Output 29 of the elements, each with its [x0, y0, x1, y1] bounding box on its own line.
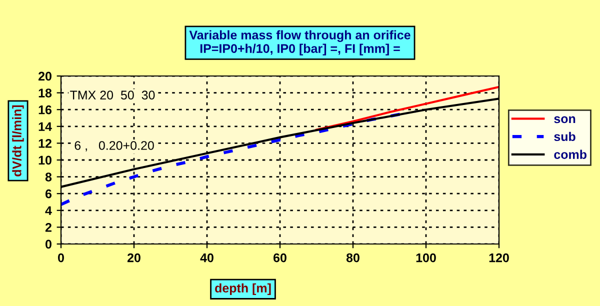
line-series	[315, 86, 499, 131]
x-tick-label: 0	[58, 253, 64, 262]
x-tick-label: 40	[200, 253, 214, 262]
x-tick-label: 20	[127, 253, 140, 262]
x-axis-title: depth [m]	[215, 283, 271, 295]
y-tick-label: 0	[46, 240, 52, 249]
annotation: 6 , 0.20+0.20	[74, 141, 154, 152]
y-tick-label: 4	[45, 206, 52, 215]
x-tick-label: 120	[489, 253, 509, 262]
y-tick-label: 14	[38, 122, 52, 131]
y-tick-label: 20	[38, 72, 52, 81]
y-tick-label: 10	[38, 156, 52, 165]
legend-label: sub	[554, 132, 576, 142]
x-tick-label: 60	[274, 253, 286, 262]
line-series	[61, 110, 417, 206]
y-tick-label: 16	[38, 105, 52, 114]
legend-label: son	[554, 116, 576, 124]
legend-label: comb	[554, 150, 586, 159]
y-tick-label: 18	[38, 88, 52, 98]
y-tick-label: 8	[45, 172, 52, 182]
y-tick-label: 6	[45, 189, 52, 198]
x-tick-label: 100	[416, 253, 436, 262]
chart-title: Variable mass flow through an orifice	[189, 30, 410, 42]
y-tick-label: 12	[38, 139, 52, 148]
x-tick-label: 80	[346, 253, 360, 262]
y-axis-title: dV/dt [l/min]	[12, 105, 24, 176]
annotation: TMX 20 50 30	[70, 90, 155, 100]
y-tick-label: 2	[45, 223, 52, 232]
chart-subtitle: IP=IP0+h/10, IP0 [bar] =, FI [mm] =	[200, 44, 400, 56]
